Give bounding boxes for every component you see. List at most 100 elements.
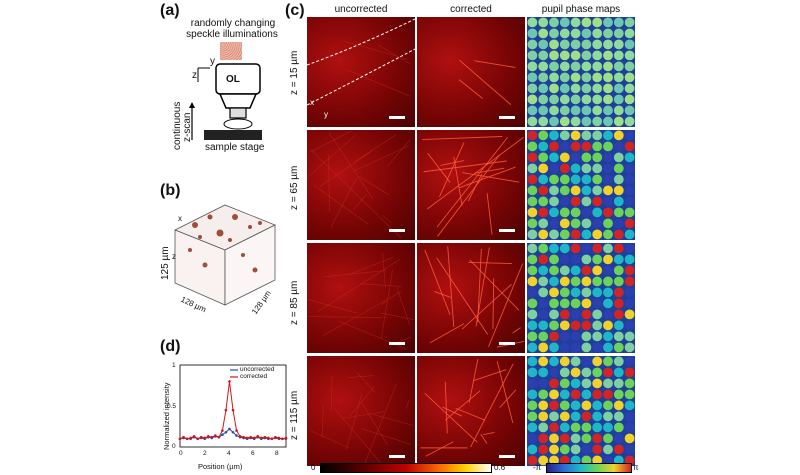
- fiber-line: [488, 263, 524, 347]
- pupil-circle: [592, 39, 603, 50]
- pupil-circle: [559, 105, 570, 116]
- pupil-circle: [592, 400, 603, 411]
- pupil-circle: [527, 356, 538, 367]
- fiber-line: [429, 323, 464, 344]
- speckle-illumination-image: [220, 42, 242, 60]
- pupil-circle: [549, 72, 559, 83]
- fiber-line: [423, 160, 507, 173]
- pupil-circle: [549, 61, 559, 72]
- pupil-circle: [549, 83, 559, 94]
- pupil-circle: [603, 367, 613, 378]
- fiber-line: [440, 160, 465, 166]
- pupil-circle: [624, 298, 635, 309]
- pupil-circle: [592, 243, 603, 254]
- fiber-line: [359, 176, 390, 196]
- pupil-circle: [581, 422, 592, 433]
- pupil-circle: [538, 229, 549, 240]
- pupil-circle: [527, 331, 538, 342]
- pupil-circle: [624, 94, 635, 105]
- pupil-circle: [624, 367, 635, 378]
- pupil-circle: [581, 287, 592, 298]
- data-point-corrected: [228, 380, 231, 383]
- pupil-circle: [624, 50, 635, 61]
- pupil-circle: [549, 94, 559, 105]
- pupil-circle: [624, 83, 635, 94]
- dashed-boundary: [307, 18, 415, 66]
- fiber-line: [483, 432, 495, 435]
- row-label-z65: z = 65 µm: [289, 165, 300, 210]
- pupil-circle: [603, 389, 613, 400]
- pupil-circle: [549, 433, 559, 444]
- fiber-line: [442, 406, 462, 417]
- pupil-circle: [527, 367, 538, 378]
- pupil-circle: [559, 39, 570, 50]
- pupil-circle: [559, 254, 570, 265]
- pupil-circle: [570, 455, 581, 466]
- pupil-circle: [549, 28, 559, 39]
- scale-bar: [389, 455, 405, 458]
- pupil-circle: [603, 185, 613, 196]
- data-point-corrected: [214, 434, 217, 437]
- pupil-circle: [603, 422, 613, 433]
- fiber-line: [439, 142, 465, 197]
- pupil-circle: [559, 17, 570, 28]
- pupil-circle: [603, 378, 613, 389]
- pupil-circle: [613, 196, 624, 207]
- pupil-circle: [538, 444, 549, 455]
- pupil-circle: [603, 265, 613, 276]
- sample-specimen: [223, 118, 253, 130]
- pupil-circle: [603, 17, 613, 28]
- pupil-circle: [559, 320, 570, 331]
- pupil-circle: [559, 28, 570, 39]
- data-point-corrected: [203, 436, 207, 440]
- pupil-circle: [570, 367, 581, 378]
- data-point-uncorrected: [235, 434, 238, 437]
- fiber-line: [360, 428, 412, 445]
- pupil-circle: [603, 207, 613, 218]
- pupil-circle: [581, 185, 592, 196]
- data-point-corrected: [259, 436, 263, 440]
- pupil-circle: [559, 298, 570, 309]
- fiber-line: [486, 193, 493, 235]
- uncorrected-image-row-2: [307, 130, 415, 240]
- fiber-line: [427, 152, 451, 183]
- pupil-circle: [538, 152, 549, 163]
- pupil-circle: [538, 276, 549, 287]
- data-point-corrected: [263, 435, 267, 439]
- pupil-circle: [603, 174, 613, 185]
- pupil-circle: [592, 276, 603, 287]
- fiber-line: [499, 389, 517, 408]
- xtick-8: 8: [275, 450, 279, 457]
- pupil-circle: [527, 444, 538, 455]
- pupil-circle: [538, 141, 549, 152]
- fiber-line: [330, 177, 357, 228]
- scale-bar: [389, 342, 405, 345]
- fiber-line: [475, 247, 490, 327]
- pupil-circle: [538, 411, 549, 422]
- pupil-circle: [570, 298, 581, 309]
- pupil-circle: [549, 411, 559, 422]
- pupil-circle: [570, 130, 581, 141]
- colorbar2-min: -π: [533, 463, 542, 472]
- fiber-line: [328, 132, 374, 200]
- pupil-circle: [581, 320, 592, 331]
- fiber-line: [348, 375, 374, 378]
- data-point-corrected: [178, 437, 182, 441]
- image-axis-x: x: [310, 98, 314, 107]
- pupil-circle: [570, 309, 581, 320]
- pupil-circle: [570, 17, 581, 28]
- fiber-line: [492, 278, 495, 329]
- pupil-circle: [549, 331, 559, 342]
- pupil-circle: [624, 320, 635, 331]
- ytick-1: 1: [172, 362, 176, 369]
- pupil-circle: [559, 72, 570, 83]
- pupil-circle: [581, 105, 592, 116]
- pupil-circle: [559, 94, 570, 105]
- pupil-circle: [581, 389, 592, 400]
- data-point-corrected: [252, 436, 256, 440]
- colorbar2-max: π: [633, 463, 639, 472]
- pupil-circle: [559, 342, 570, 353]
- pupil-circle: [538, 130, 549, 141]
- pupil-circle: [624, 243, 635, 254]
- fiber-line: [347, 69, 410, 97]
